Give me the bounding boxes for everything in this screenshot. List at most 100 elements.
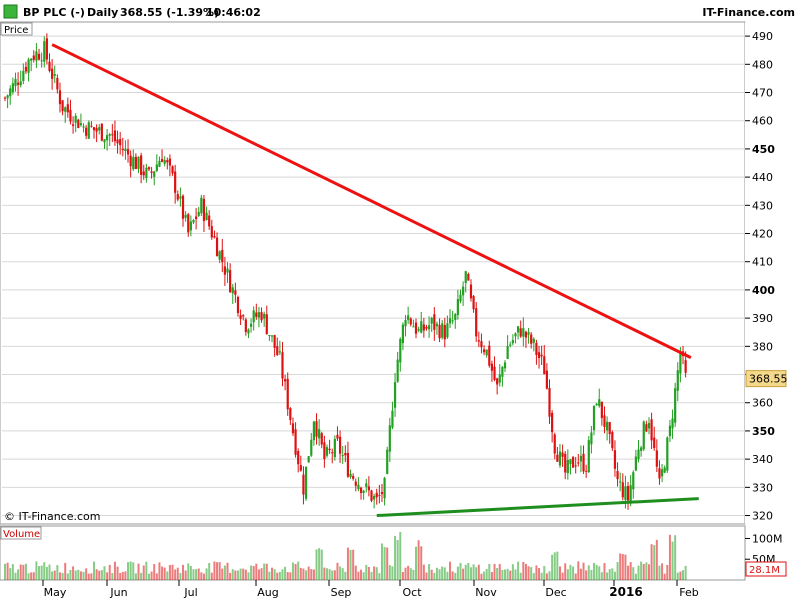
volume-bar [320,549,323,580]
volume-bar [422,564,425,580]
volume-bar [577,561,580,580]
volume-bar [210,572,213,580]
trendlines [51,43,699,518]
volume-bar [600,572,603,580]
candle-body [373,495,376,500]
candle-body [302,474,305,495]
volume-bar [459,562,462,580]
candle-body [318,429,321,439]
volume-bar [271,567,274,580]
volume-bar [168,564,171,580]
volume-bar [611,568,614,580]
volume-bar [263,563,266,580]
volume-bar [417,540,420,580]
volume-bar [205,568,208,580]
volume-bar [401,571,404,580]
volume-bar [378,573,381,580]
candle-body [32,55,35,60]
candle-body [77,119,80,128]
candle-body [116,139,119,144]
candle-body [561,452,564,457]
volume-bar [45,566,48,580]
x-axis-tick-label: Sep [331,586,352,599]
volume-bar [454,572,457,580]
candle-body [352,475,355,479]
volume-bar [218,562,221,580]
volume-bar [333,570,336,580]
candle-body [386,449,389,474]
volume-bar [464,564,467,580]
volume-bar [587,565,590,580]
volume-axis-tick-label: 100M [752,532,783,545]
volume-bar [182,564,185,580]
volume-bar [132,562,135,580]
candle-body [482,349,486,353]
volume-bar [95,569,98,580]
header-instrument: BP PLC (-) [23,6,85,19]
volume-panel-label: Volume [3,529,40,540]
volume-bar [650,544,653,580]
volume-bar [344,571,347,580]
volume-bar [572,566,575,580]
volume-bar [294,564,297,580]
volume-bar [524,563,527,580]
volume-bar [216,562,219,580]
candle-body [87,122,90,139]
candle-body [24,66,28,72]
volume-bar [231,569,234,580]
candle-body [22,70,25,81]
candle-body [425,326,428,329]
volume-bar [247,572,250,580]
price-axis-tick-label: 380 [752,340,773,353]
volume-bar [545,573,548,580]
volume-bar [328,569,331,580]
candle-body [537,352,541,359]
volume-bar [85,568,88,580]
price-panel [0,21,746,525]
volume-bar [100,570,103,580]
volume-bar [124,571,127,580]
volume-bar [179,572,182,580]
volume-bar [383,547,386,580]
volume-bar [129,561,132,580]
volume-bar [116,566,119,580]
volume-bar [281,569,284,580]
header-logo-icon [3,4,18,19]
x-axis-tick-label: Aug [257,586,278,599]
candle-body [590,432,593,445]
volume-bar [265,563,268,580]
candle-body [668,425,672,437]
volume-bar [305,570,308,580]
volume-bar [386,547,389,580]
volume-bar [632,567,635,580]
candle-body [43,41,46,62]
candle-body [3,97,7,99]
candle-body [45,38,48,60]
candle-body [548,388,551,417]
candle-body [315,421,318,437]
candle-body [571,457,575,468]
volume-bar [77,569,80,580]
candle-body [325,447,329,456]
candle-body [289,408,292,420]
candle-body [430,317,433,324]
volume-bar [93,561,96,580]
volume-bar [229,572,232,580]
candle-body [666,437,669,471]
volume-bar [574,573,577,580]
volume-bar [522,561,525,580]
candle-body [263,313,266,319]
volume-bar [307,566,310,580]
volume-bar [137,563,140,580]
volume-bar [98,570,101,580]
volume-bar [480,573,483,580]
price-axis-tick-label: 430 [752,199,773,212]
candle-body [592,405,596,430]
candle-body [433,314,436,330]
volume-bar [412,569,415,580]
candle-body [370,490,373,501]
candle-body [105,135,109,141]
candle-body [69,109,72,122]
candle-body [653,437,656,449]
volume-bar [663,573,666,580]
